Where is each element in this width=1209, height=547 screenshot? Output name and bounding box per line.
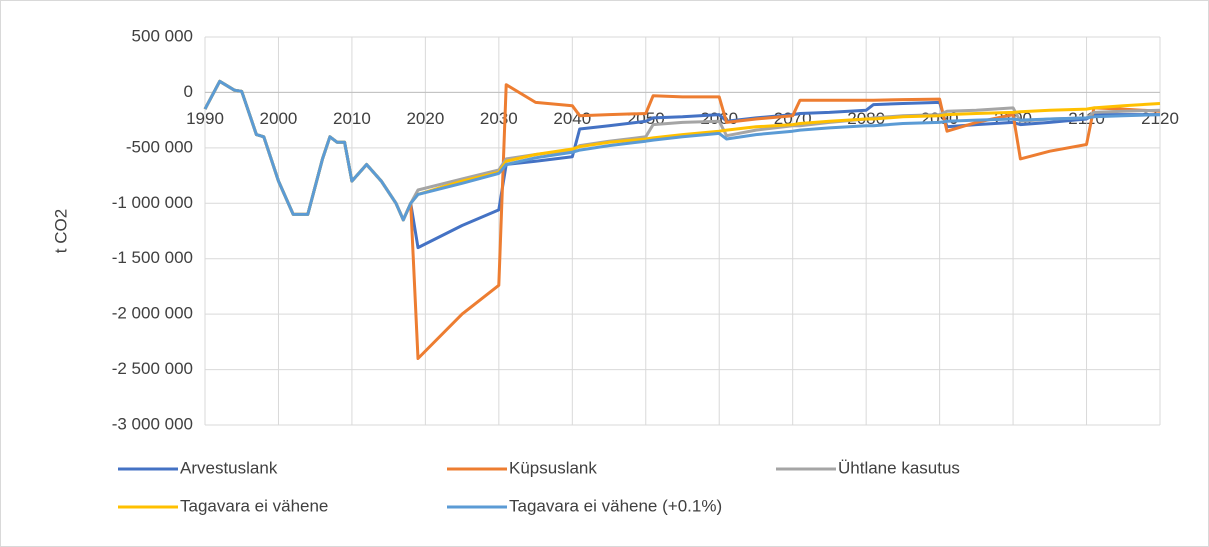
x-tick-label: 2000 (260, 109, 298, 128)
x-tick-label: 2060 (700, 109, 738, 128)
y-axis-title: t CO2 (51, 209, 70, 253)
series-line (203, 79, 1161, 222)
legend-label: Tagavara ei vähene (+0.1%) (509, 496, 722, 515)
x-tick-label: 2020 (406, 109, 444, 128)
x-tick-label: 1990 (186, 109, 224, 128)
y-tick-label: 500 000 (132, 26, 193, 45)
y-tick-label: -2 500 000 (112, 359, 193, 378)
y-tick-label: -500 000 (126, 137, 193, 156)
y-tick-label: -2 000 000 (112, 304, 193, 323)
y-tick-label: -3 000 000 (112, 414, 193, 433)
y-tick-label: -1 000 000 (112, 193, 193, 212)
x-tick-label: 2030 (480, 109, 518, 128)
legend-label: Küpsuslank (509, 458, 597, 477)
x-tick-label: 2040 (553, 109, 591, 128)
legend-label: Ühtlane kasutus (838, 458, 960, 477)
y-tick-label: 0 (184, 82, 193, 101)
legend-label: Arvestuslank (180, 458, 278, 477)
x-tick-label: 2010 (333, 109, 371, 128)
legend-label: Tagavara ei vähene (180, 496, 328, 515)
y-tick-label: -1 500 000 (112, 248, 193, 267)
